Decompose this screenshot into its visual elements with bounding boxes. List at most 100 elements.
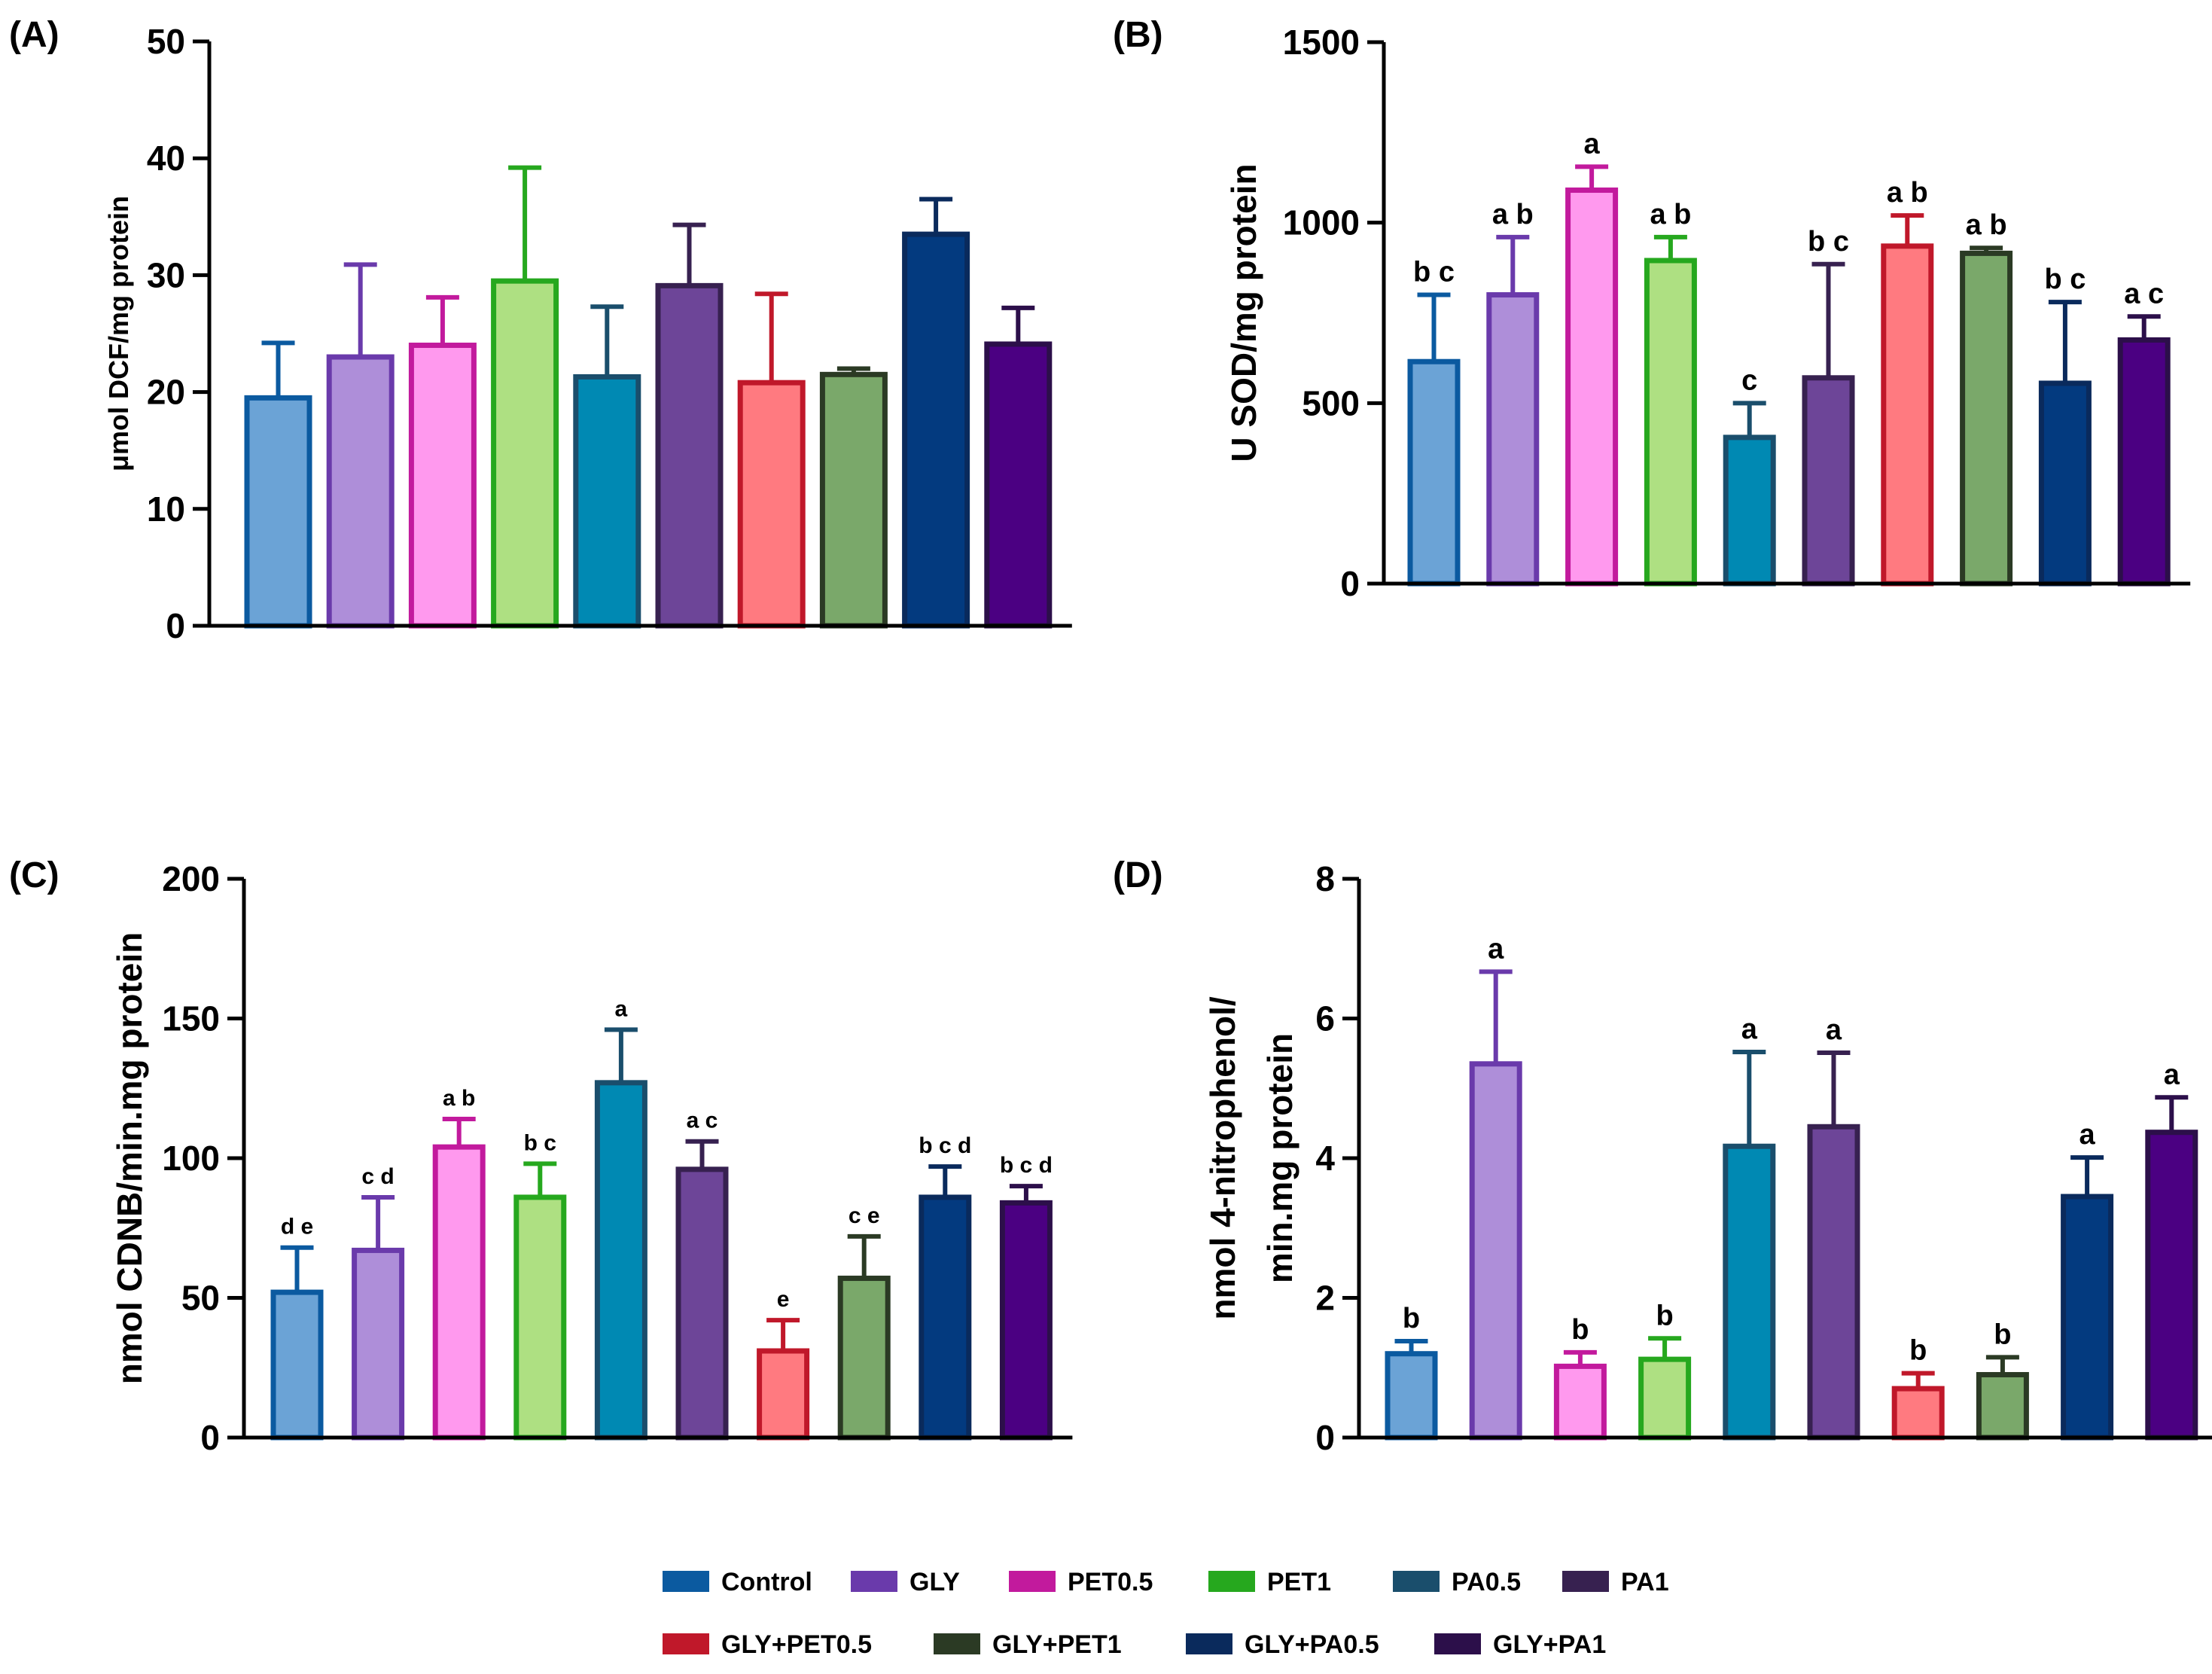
significance-letter: a b <box>1650 199 1691 230</box>
legend-label: GLY+PET0.5 <box>721 1630 872 1659</box>
y-tick-label: 50 <box>181 1279 220 1318</box>
significance-letter: d e <box>281 1215 313 1239</box>
y-tick-label: 4 <box>1315 1139 1335 1178</box>
bar-Control <box>244 395 312 629</box>
bar-GLY+PA1 <box>984 341 1053 629</box>
significance-letter: c e <box>849 1203 880 1228</box>
bar-GLY+PA1 <box>999 1200 1053 1441</box>
significance-letter: b c d <box>1000 1153 1053 1178</box>
significance-letter: a <box>1488 933 1504 965</box>
y-tick-label: 50 <box>147 22 185 61</box>
significance-letter: c <box>1741 364 1757 396</box>
bar-GLY+PA0.5 <box>902 231 970 629</box>
bar-PET0.5 <box>432 1144 486 1441</box>
significance-letter: a c <box>687 1108 718 1133</box>
y-tick-label: 10 <box>147 489 185 529</box>
significance-letter: c d <box>361 1164 394 1189</box>
bar-PET1 <box>1638 1356 1692 1441</box>
y-tick-label: 1500 <box>1283 23 1360 62</box>
bar-Control <box>1385 1351 1438 1441</box>
y-axis-label: U SOD/mg protein <box>1224 163 1263 462</box>
y-tick-label: 1000 <box>1283 203 1360 242</box>
significance-letter: b c <box>1413 257 1455 288</box>
legend-swatch <box>1009 1571 1056 1592</box>
bar-GLY+PA0.5 <box>919 1194 972 1441</box>
bar-GLY+PA0.5 <box>2061 1194 2114 1441</box>
significance-letter: b <box>1571 1314 1589 1346</box>
y-tick-label: 30 <box>147 255 185 294</box>
legend-label: Control <box>721 1568 812 1596</box>
bar-PA1 <box>675 1166 729 1441</box>
y-axis-label: nmol 4-nitrophenol/ <box>1203 996 1242 1320</box>
bar-GLY+PET1 <box>819 371 888 629</box>
legend-label: PET1 <box>1267 1568 1331 1596</box>
significance-letter: b c <box>2044 264 2086 295</box>
legend-swatch <box>934 1633 980 1654</box>
bar-Control <box>270 1289 324 1441</box>
panel-label: (A) <box>9 15 59 55</box>
legend: Control GLY PET0.5 PET1 PA0.5 PA1 GLY+PET0.5 GL… <box>663 1568 1669 1659</box>
bar-PA0.5 <box>1723 435 1776 587</box>
bar-PA0.5 <box>594 1080 647 1441</box>
panel-label: (D) <box>1113 855 1163 895</box>
bar-PA0.5 <box>1723 1143 1776 1441</box>
y-tick-label: 20 <box>147 373 185 412</box>
bar-PET0.5 <box>1565 188 1619 587</box>
legend-label: PET0.5 <box>1068 1568 1153 1596</box>
y-axis-label: μmol DCF/mg protein <box>103 196 134 471</box>
significance-letter: a c <box>2124 278 2164 309</box>
significance-letter: b <box>1656 1300 1673 1331</box>
chart-panel-d: (D) b a b b a a b b a a 0 2 4 6 8 nmol 4-nitrophenol/min… <box>1113 855 2212 1457</box>
significance-letter: a <box>1826 1014 1842 1046</box>
y-tick-label: 6 <box>1315 999 1335 1038</box>
bar-GLY+PET0.5 <box>737 380 806 629</box>
chart-panel-b: (B) b c a b a a b c b c a b a b b c a c 0 500 1000 150… <box>1113 15 2191 603</box>
bar-PA0.5 <box>573 374 641 629</box>
significance-letter: b <box>1403 1303 1420 1334</box>
bar-PET0.5 <box>1553 1363 1607 1441</box>
significance-letter: b c d <box>919 1133 971 1158</box>
y-tick-label: 0 <box>200 1418 220 1457</box>
legend-label: GLY+PA0.5 <box>1245 1630 1379 1659</box>
significance-letter: a b <box>1492 199 1534 230</box>
significance-letter: a <box>615 996 628 1021</box>
bar-PET1 <box>491 278 559 629</box>
significance-letter: a <box>2079 1119 2096 1151</box>
significance-letter: b <box>1994 1319 2011 1350</box>
significance-letter: a b <box>1966 209 2007 241</box>
y-axis-label: nmol CDNB/min.mg protein <box>110 932 149 1385</box>
legend-swatch <box>663 1571 709 1592</box>
bar-GLY <box>1486 292 1540 587</box>
y-tick-label: 0 <box>1315 1418 1335 1457</box>
y-tick-label: 0 <box>166 606 185 645</box>
panel-label: (C) <box>9 855 59 895</box>
legend-label: PA1 <box>1621 1568 1669 1596</box>
legend-label: GLY <box>909 1568 960 1596</box>
chart-panel-c: (C) d e c d a b b c a a c e c e b c d b c d 0 50 100 1… <box>9 855 1073 1457</box>
y-tick-label: 8 <box>1315 859 1335 898</box>
legend-swatch <box>1393 1571 1440 1592</box>
bar-GLY+PET0.5 <box>757 1348 810 1441</box>
bar-PA1 <box>1802 375 1855 587</box>
significance-letter: b c <box>524 1130 556 1155</box>
bar-PET1 <box>1644 258 1697 587</box>
y-tick-label: 2 <box>1315 1279 1335 1318</box>
bar-PA1 <box>655 282 724 629</box>
significance-letter: b <box>1909 1335 1927 1367</box>
y-tick-label: 500 <box>1302 383 1360 422</box>
legend-swatch <box>851 1571 897 1592</box>
legend-label: PA0.5 <box>1452 1568 1521 1596</box>
significance-letter: a <box>1741 1014 1758 1045</box>
significance-letter: e <box>777 1287 790 1312</box>
significance-letter: a <box>1584 128 1601 160</box>
bar-Control <box>1407 358 1461 587</box>
legend-swatch <box>1186 1633 1232 1654</box>
legend-swatch <box>1434 1633 1481 1654</box>
y-tick-label: 0 <box>1340 564 1360 603</box>
significance-letter: a b <box>443 1086 475 1111</box>
bar-GLY+PA1 <box>2145 1130 2198 1441</box>
bar-PA1 <box>1807 1124 1860 1441</box>
bar-GLY+PA0.5 <box>2038 380 2092 587</box>
